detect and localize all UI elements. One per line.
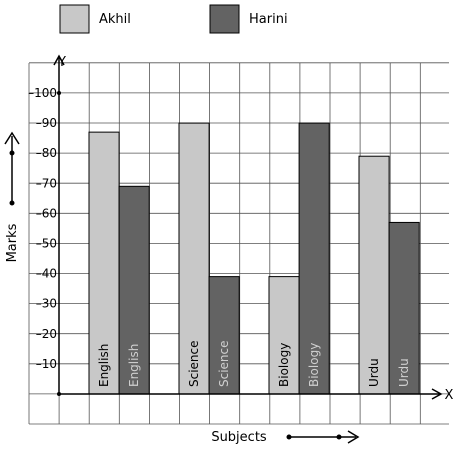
y-tick-label: –70 — [36, 176, 57, 190]
bar-label-harini-science: Science — [217, 340, 231, 387]
y-tick-label: –30 — [36, 297, 57, 311]
y-tick-label: –80 — [36, 146, 57, 160]
y-tick-label: –100 — [28, 86, 57, 100]
y-tick-label: –50 — [36, 237, 57, 251]
x-axis-letter: X — [445, 388, 454, 403]
legend-label-harini: Harini — [249, 12, 288, 27]
bar-harini-science — [208, 276, 240, 395]
bar-label-akhil-urdu: Urdu — [367, 358, 381, 387]
y-direction-arrow — [4, 131, 20, 206]
bar-akhil-urdu — [358, 155, 390, 395]
x-direction-arrow — [286, 430, 360, 444]
y-top-dot — [57, 91, 61, 95]
bar-harini-biology — [298, 122, 330, 395]
bar-akhil-science — [178, 122, 210, 395]
bar-label-harini-biology: Biology — [307, 343, 321, 387]
bar-label-akhil-biology: Biology — [277, 343, 291, 387]
y-tick-label: –60 — [36, 206, 57, 220]
bar-label-harini-english: English — [127, 344, 141, 387]
bars: English English Science Science Biology Biolo… — [88, 122, 420, 395]
bar-label-akhil-science: Science — [187, 340, 201, 387]
bar-label-harini-urdu: Urdu — [397, 358, 411, 387]
bar-harini-english — [118, 185, 150, 395]
origin-dot — [57, 392, 61, 396]
y-tick-label: –40 — [36, 267, 57, 281]
y-axis-label: Marks — [5, 223, 20, 262]
bar-label-akhil-english: English — [97, 344, 111, 387]
axes: –10 –20 –30 –40 –50 –60 –70 –80 –90 –100 — [28, 54, 443, 400]
legend-label-akhil: Akhil — [99, 12, 131, 27]
legend-swatch-akhil — [59, 4, 90, 34]
x-axis-arrowhead — [431, 388, 443, 400]
y-tick-label: –90 — [36, 116, 57, 130]
y-tick-label: –20 — [36, 327, 57, 341]
x-axis-label: Subjects — [211, 430, 267, 445]
legend-swatch-harini — [209, 4, 240, 34]
y-tick-label: –10 — [36, 357, 57, 371]
y-axis-arrowhead — [53, 54, 65, 66]
legend: Akhil Harini — [59, 4, 288, 34]
bar-harini-urdu — [388, 221, 420, 395]
y-axis-letter: Y — [57, 55, 66, 70]
bar-akhil-biology — [268, 276, 300, 395]
